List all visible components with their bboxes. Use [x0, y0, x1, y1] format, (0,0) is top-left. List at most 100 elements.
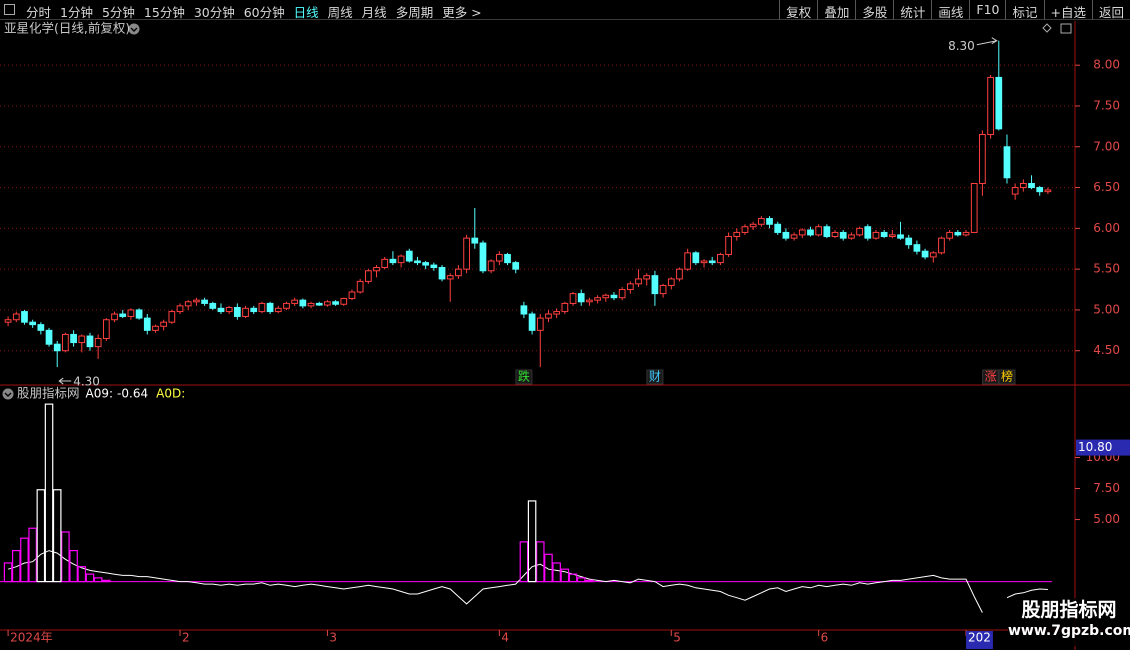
candle-body: [324, 301, 331, 306]
candle-body: [53, 343, 61, 352]
candle-body: [610, 294, 618, 299]
candle-body: [561, 302, 569, 313]
period-tab[interactable]: 15分钟: [143, 5, 185, 20]
indicator-bar: [3, 562, 13, 583]
candle-body: [938, 237, 945, 254]
candle-body: [577, 293, 585, 303]
legend-colon: :: [109, 387, 113, 401]
panel-icon[interactable]: [1060, 23, 1072, 34]
extreme-arrow: [58, 377, 72, 385]
candle-body: [62, 333, 69, 352]
candle-body: [479, 242, 487, 272]
tool-button[interactable]: 统计: [893, 0, 931, 20]
candle-body: [1011, 187, 1019, 195]
candle-body: [209, 302, 217, 309]
candle-body: [438, 267, 446, 280]
period-tab[interactable]: 1分钟: [60, 5, 93, 20]
tool-button[interactable]: 返回: [1091, 0, 1130, 20]
title-menu-icon[interactable]: [128, 23, 140, 35]
candle-body: [12, 313, 20, 321]
candle-body: [21, 311, 28, 323]
tool-buttons: 复权 叠加 多股 统计 画线 F10 标记 +自选 返回: [779, 0, 1130, 20]
tool-button[interactable]: 多股: [855, 0, 893, 20]
tool-button[interactable]: F10: [969, 0, 1005, 20]
period-tab[interactable]: 月线: [361, 5, 387, 20]
tool-button[interactable]: 叠加: [817, 0, 855, 20]
tool-button[interactable]: 画线: [931, 0, 969, 20]
y-tick-label: 5.00: [1093, 512, 1120, 526]
candle-body: [766, 218, 773, 225]
legend-value: -0.64: [117, 387, 148, 401]
period-tab[interactable]: 60分钟: [243, 5, 285, 20]
period-tab[interactable]: 5分钟: [101, 5, 135, 20]
period-tab[interactable]: 多周期: [395, 5, 434, 20]
period-tab[interactable]: 周线: [327, 5, 353, 20]
period-tab[interactable]: 30分钟: [193, 5, 235, 20]
x-cursor-box: [966, 631, 993, 649]
candle-body: [528, 313, 536, 331]
tool-button[interactable]: +自选: [1043, 0, 1092, 20]
candle-body: [307, 302, 315, 307]
candle-body: [602, 294, 610, 299]
indicator-bar: [576, 577, 586, 583]
watermark-title: 股朋指标网: [1021, 599, 1117, 621]
candle-body: [774, 223, 782, 233]
tool-button[interactable]: 标记: [1005, 0, 1043, 20]
x-tick-label: 4: [501, 631, 509, 645]
period-tab[interactable]: 日线: [293, 5, 319, 20]
chevron: [4, 392, 12, 397]
diamond-icon[interactable]: [1042, 23, 1052, 33]
y-tick-label: 8.00: [1093, 58, 1120, 72]
candle-body: [807, 229, 814, 236]
candle-body: [37, 324, 45, 331]
candle-body: [176, 305, 184, 313]
candle-body: [193, 299, 200, 303]
signal: 跌: [518, 369, 530, 384]
candle-body: [274, 307, 282, 313]
candle-body: [913, 244, 921, 252]
tool-button[interactable]: 复权: [779, 0, 817, 20]
y-tick-label: 5.50: [1093, 262, 1120, 276]
candle-body: [102, 319, 110, 339]
indicator-bar: [585, 579, 594, 583]
candle-body: [504, 253, 511, 264]
candle-body: [553, 311, 561, 315]
x-tick-label: 2024年: [10, 631, 53, 645]
candle-body: [487, 260, 495, 272]
candle-body: [848, 234, 855, 239]
x-tick-label: 6: [821, 631, 829, 645]
candle-body: [569, 293, 577, 304]
period-tab[interactable]: 分时: [26, 5, 52, 20]
candle-body: [741, 226, 749, 233]
candle-body: [970, 182, 978, 233]
signal-box: [646, 369, 664, 385]
indicator-bar: [93, 577, 103, 583]
extreme-label: 8.30: [948, 39, 975, 53]
candle-body: [160, 321, 168, 327]
candle-body: [921, 250, 929, 258]
candle-body: [798, 229, 806, 236]
candle-body: [897, 234, 904, 239]
candle-body: [1003, 146, 1011, 179]
candle-body: [78, 335, 86, 344]
candle-body: [618, 289, 626, 299]
x-cursor-label: 202: [968, 631, 991, 645]
toolbar-checkbox[interactable]: [4, 4, 15, 15]
candle-body: [94, 337, 102, 348]
candle-body: [659, 284, 667, 295]
indicator-menu-icon[interactable]: [2, 388, 14, 400]
candle-body: [250, 307, 258, 313]
candle-body: [782, 231, 790, 239]
candle-body: [512, 262, 520, 270]
candle-body: [119, 313, 127, 317]
candle-body: [962, 231, 970, 236]
y-tick-label: 6.50: [1093, 180, 1120, 194]
candle-body: [463, 237, 470, 270]
candle-body: [954, 231, 962, 236]
candle-body: [651, 275, 659, 295]
candle-body: [733, 231, 741, 238]
candle-body: [446, 275, 454, 280]
period-tab[interactable]: 更多 >: [442, 5, 482, 20]
candle-body: [987, 76, 994, 136]
